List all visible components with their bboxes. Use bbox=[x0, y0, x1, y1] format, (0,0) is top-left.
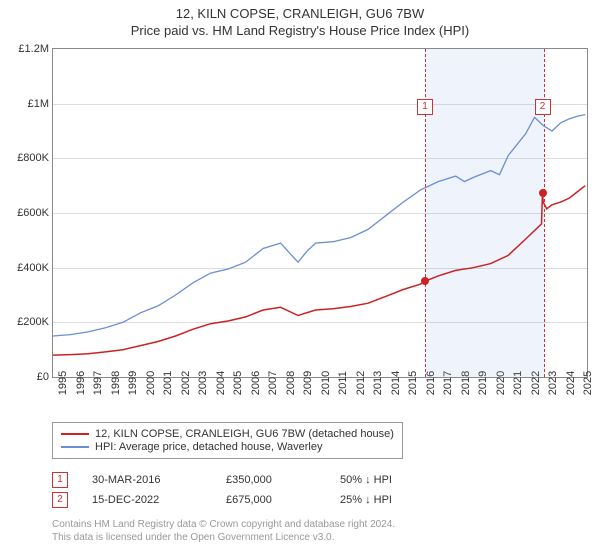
y-axis-label: £800K bbox=[3, 152, 49, 164]
legend-label: 12, KILN COPSE, CRANLEIGH, GU6 7BW (deta… bbox=[95, 428, 394, 440]
marker-1: 1 bbox=[417, 99, 433, 115]
legend-label: HPI: Average price, detached house, Wave… bbox=[95, 441, 322, 453]
marker-2: 2 bbox=[535, 99, 551, 115]
series-hpi bbox=[53, 115, 585, 336]
sale-point-2 bbox=[539, 189, 547, 197]
event-date: 30-MAR-2016 bbox=[92, 474, 202, 486]
footer-line-2: This data is licensed under the Open Gov… bbox=[52, 531, 395, 544]
legend-item: HPI: Average price, detached house, Wave… bbox=[61, 441, 394, 453]
legend-swatch bbox=[61, 446, 89, 448]
y-axis-label: £600K bbox=[3, 207, 49, 219]
legend-swatch bbox=[61, 433, 89, 435]
y-axis-label: £200K bbox=[3, 316, 49, 328]
footer-attribution: Contains HM Land Registry data © Crown c… bbox=[52, 518, 395, 544]
event-row: 1 30-MAR-2016 £350,000 50% ↓ HPI bbox=[52, 472, 392, 488]
y-axis-label: £0 bbox=[3, 371, 49, 383]
page-title: 12, KILN COPSE, CRANLEIGH, GU6 7BW bbox=[0, 6, 600, 21]
event-date: 15-DEC-2022 bbox=[92, 494, 202, 506]
legend-item: 12, KILN COPSE, CRANLEIGH, GU6 7BW (deta… bbox=[61, 428, 394, 440]
page-subtitle: Price paid vs. HM Land Registry's House … bbox=[0, 23, 600, 38]
event-price: £675,000 bbox=[226, 494, 316, 506]
event-delta: 25% ↓ HPI bbox=[340, 494, 392, 506]
event-price: £350,000 bbox=[226, 474, 316, 486]
event-delta: 50% ↓ HPI bbox=[340, 474, 392, 486]
footer-line-1: Contains HM Land Registry data © Crown c… bbox=[52, 518, 395, 531]
sale-point-1 bbox=[421, 277, 429, 285]
y-axis-label: £400K bbox=[3, 262, 49, 274]
event-marker: 2 bbox=[52, 492, 68, 508]
y-axis-label: £1M bbox=[3, 98, 49, 110]
legend: 12, KILN COPSE, CRANLEIGH, GU6 7BW (deta… bbox=[52, 422, 403, 459]
event-row: 2 15-DEC-2022 £675,000 25% ↓ HPI bbox=[52, 492, 392, 508]
events-table: 1 30-MAR-2016 £350,000 50% ↓ HPI 2 15-DEC-202… bbox=[52, 468, 392, 512]
series-property bbox=[53, 186, 585, 355]
chart: £0£200K£400K£600K£800K£1M£1.2M1995199619… bbox=[52, 48, 588, 378]
event-marker: 1 bbox=[52, 472, 68, 488]
y-axis-label: £1.2M bbox=[3, 43, 49, 55]
